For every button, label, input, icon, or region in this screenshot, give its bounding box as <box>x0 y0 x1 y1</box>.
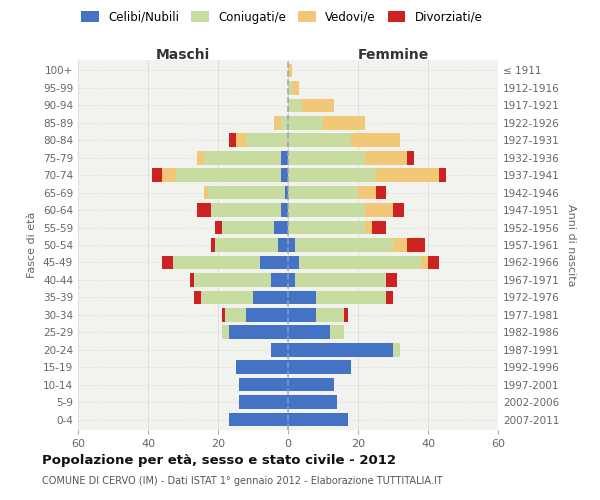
Bar <box>316 308 344 322</box>
Bar <box>386 290 393 304</box>
Bar <box>274 116 281 130</box>
Bar <box>229 412 288 426</box>
Bar <box>239 378 288 392</box>
Bar <box>271 343 288 356</box>
Bar <box>215 238 277 252</box>
Bar <box>190 273 193 286</box>
Bar <box>288 134 351 147</box>
Text: COMUNE DI CERVO (IM) - Dati ISTAT 1° gennaio 2012 - Elaborazione TUTTITALIA.IT: COMUNE DI CERVO (IM) - Dati ISTAT 1° gen… <box>42 476 443 486</box>
Bar <box>271 273 288 286</box>
Text: Popolazione per età, sesso e stato civile - 2012: Popolazione per età, sesso e stato civil… <box>42 454 396 467</box>
Bar <box>351 134 400 147</box>
Bar <box>288 343 393 356</box>
Bar <box>193 273 271 286</box>
Bar <box>281 168 288 182</box>
Bar <box>288 290 316 304</box>
Bar <box>407 151 414 164</box>
Bar <box>274 220 288 234</box>
Bar <box>277 238 288 252</box>
Bar <box>176 168 281 182</box>
Bar <box>162 256 173 270</box>
Bar <box>288 273 295 286</box>
Bar <box>295 238 393 252</box>
Bar <box>288 64 292 78</box>
Legend: Celibi/Nubili, Coniugati/e, Vedovi/e, Divorziati/e: Celibi/Nubili, Coniugati/e, Vedovi/e, Di… <box>77 6 487 28</box>
Bar <box>407 238 425 252</box>
Bar <box>173 256 260 270</box>
Bar <box>197 151 204 164</box>
Bar <box>344 308 347 322</box>
Bar <box>288 204 365 217</box>
Bar <box>215 220 221 234</box>
Bar <box>253 290 288 304</box>
Bar <box>229 134 235 147</box>
Bar <box>393 238 407 252</box>
Bar <box>376 168 439 182</box>
Bar <box>197 204 211 217</box>
Bar <box>281 151 288 164</box>
Bar <box>295 273 386 286</box>
Bar <box>288 412 347 426</box>
Bar <box>162 168 176 182</box>
Bar <box>229 326 288 339</box>
Bar <box>292 81 299 94</box>
Bar <box>376 186 386 200</box>
Bar <box>288 360 351 374</box>
Bar <box>235 360 288 374</box>
Bar <box>393 204 404 217</box>
Bar <box>221 326 229 339</box>
Bar <box>239 396 288 409</box>
Bar <box>211 204 281 217</box>
Y-axis label: Anni di nascita: Anni di nascita <box>566 204 576 286</box>
Bar <box>372 220 386 234</box>
Bar <box>288 151 365 164</box>
Bar <box>288 378 334 392</box>
Bar <box>208 186 284 200</box>
Bar <box>428 256 439 270</box>
Bar <box>386 273 397 286</box>
Bar <box>246 308 288 322</box>
Text: Femmine: Femmine <box>358 48 428 62</box>
Bar <box>316 290 386 304</box>
Bar <box>288 116 323 130</box>
Bar <box>439 168 445 182</box>
Bar <box>288 168 376 182</box>
Bar <box>260 256 288 270</box>
Y-axis label: Fasce di età: Fasce di età <box>28 212 37 278</box>
Bar <box>151 168 162 182</box>
Bar <box>288 326 330 339</box>
Bar <box>288 238 295 252</box>
Bar <box>421 256 428 270</box>
Bar <box>330 326 344 339</box>
Bar <box>365 220 372 234</box>
Text: Maschi: Maschi <box>156 48 210 62</box>
Bar <box>225 308 246 322</box>
Bar <box>288 396 337 409</box>
Bar <box>288 220 365 234</box>
Bar <box>204 151 281 164</box>
Bar <box>288 308 316 322</box>
Bar <box>211 238 215 252</box>
Bar <box>281 204 288 217</box>
Bar <box>246 134 288 147</box>
Bar <box>365 204 393 217</box>
Bar <box>200 290 253 304</box>
Bar <box>393 343 400 356</box>
Bar <box>358 186 376 200</box>
Bar <box>302 98 334 112</box>
Bar <box>284 186 288 200</box>
Bar <box>323 116 365 130</box>
Bar <box>235 134 246 147</box>
Bar <box>365 151 407 164</box>
Bar <box>288 81 292 94</box>
Bar <box>299 256 421 270</box>
Bar <box>288 256 299 270</box>
Bar <box>221 220 274 234</box>
Bar <box>288 98 302 112</box>
Bar <box>288 186 358 200</box>
Bar <box>193 290 200 304</box>
Bar <box>204 186 208 200</box>
Bar <box>221 308 225 322</box>
Bar <box>281 116 288 130</box>
